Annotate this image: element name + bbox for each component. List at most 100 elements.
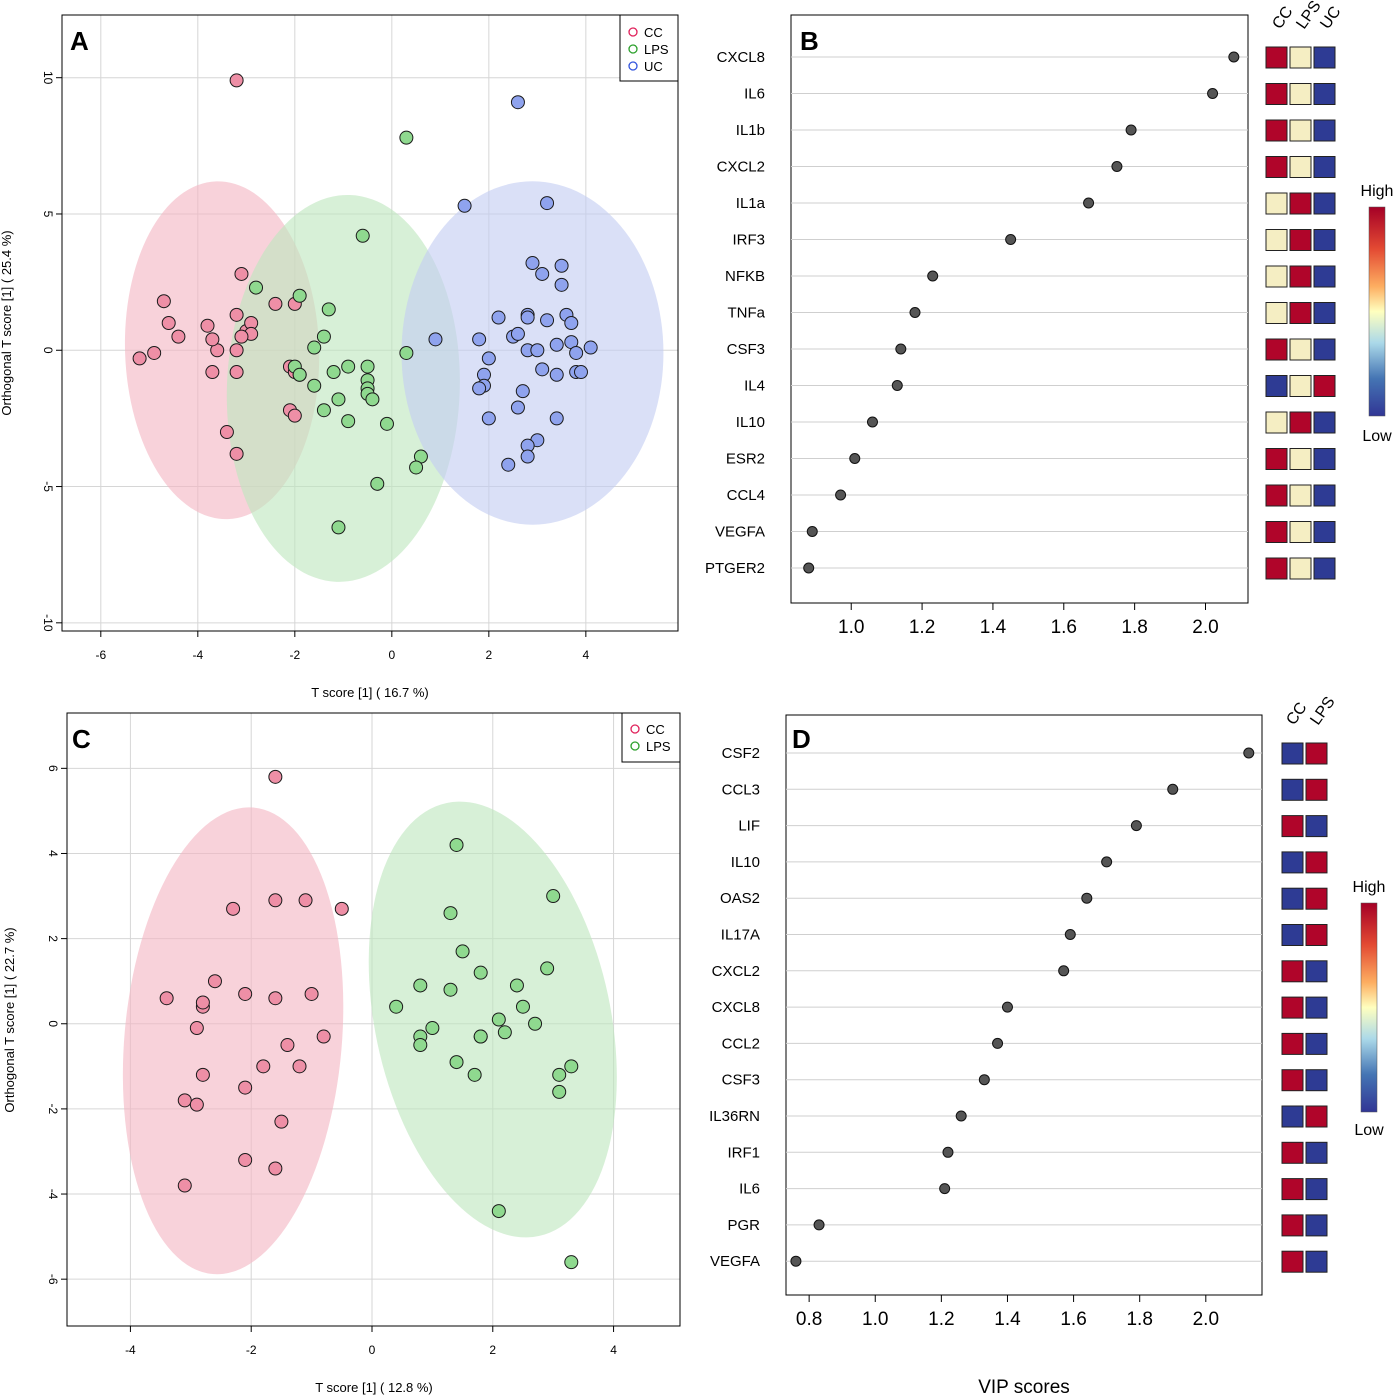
point-cc-1 [226,901,241,916]
vip-dot-5 [1064,929,1076,940]
x-tick-label-3: 1.4 [994,1309,1021,1330]
x-tick-label-2: 1.2 [928,1309,954,1330]
panel-b-colorbar-high: High [1361,183,1394,200]
heat-cell-5-0 [1265,229,1288,251]
point-lps-7 [413,978,428,993]
point-uc-12 [564,316,579,330]
point-cc-0 [229,73,244,88]
panel-d-frame [785,714,1263,1296]
x-tick-label-0: -4 [125,1343,136,1357]
heat-cell-9-1 [1305,1069,1328,1092]
vip-dot-0 [1243,747,1255,759]
point-uc-23 [481,351,496,366]
heat-cell-5-2 [1313,229,1336,251]
point-lps-10 [326,365,341,380]
panel-c-letter: C [72,724,91,754]
point-lps-24 [491,1204,506,1219]
gene-label-0: CXCL8 [717,49,765,66]
ellipse-cc [122,807,344,1275]
gene-label-3: IL10 [731,854,760,871]
point-uc-24 [535,362,550,377]
heat-cell-6-2 [1313,265,1336,288]
point-lps-15 [413,1038,428,1053]
vip-dot-14 [790,1255,802,1267]
point-uc-37 [520,449,535,464]
point-lps-21 [552,1067,567,1082]
x-tick-label-4: 4 [610,1343,617,1357]
point-lps-2 [249,280,264,295]
point-lps-9 [509,978,524,993]
point-uc-1 [457,198,472,213]
gene-label-9: IL4 [744,378,765,395]
heat-cell-14-1 [1305,1250,1328,1273]
point-uc-10 [540,313,555,328]
group-label-lps: LPS [1307,694,1338,729]
heat-cell-14-0 [1265,557,1288,580]
gene-label-1: IL6 [744,86,765,103]
vip-dot-11 [849,453,861,464]
point-cc-4 [132,351,147,366]
heat-cell-8-2 [1313,338,1336,361]
point-lps-4 [473,965,488,980]
panel-b-frame [790,14,1249,604]
heat-cell-4-0 [1281,887,1304,910]
vip-dot-12 [939,1183,951,1195]
legend-a-lps-marker [628,44,638,54]
legend-c-lps: LPS [646,739,671,754]
heat-cell-10-1 [1305,1105,1328,1128]
panel-d-colorbar-low: Low [1354,1122,1384,1139]
panel-b-heatmap [1265,46,1336,580]
legend-c-cc-marker [630,724,640,734]
heat-cell-8-1 [1289,338,1312,361]
panel-c-scores-plot: -4 -2 0 2 4 6 4 2 0 -2 -4 -6 T score [1] ( 12.8 %)… [2,712,681,1395]
x-tick-label-1: 1.2 [909,617,935,638]
point-lps-16 [365,392,380,407]
heat-cell-1-2 [1313,83,1336,105]
point-lps-5 [316,329,331,344]
panel-a-points [132,73,598,535]
panel-a-letter: A [70,26,89,56]
point-cc-5 [207,974,222,989]
point-cc-21 [274,1114,289,1129]
point-cc-24 [177,1178,192,1193]
heat-cell-7-1 [1289,302,1312,324]
point-lps-1 [546,889,561,904]
x-tick-label-3: 0 [388,648,395,662]
point-cc-3 [171,329,186,344]
gene-label-11: ESR2 [726,451,765,468]
vip-dot-5 [1005,234,1017,245]
point-uc-33 [481,411,496,426]
panel-c-points [159,769,579,1270]
point-cc-22 [238,1152,253,1167]
legend-a-cc-marker [628,27,638,37]
heat-cell-11-0 [1265,448,1288,470]
panel-b-letter: B [800,26,819,56]
point-uc-13 [428,332,443,347]
heat-cell-4-1 [1305,887,1328,910]
panel-a-frame [61,14,679,632]
point-cc-23 [268,1161,283,1176]
x-tick-label-4: 1.6 [1060,1309,1086,1330]
heat-cell-14-0 [1281,1250,1304,1273]
point-uc-14 [472,332,487,347]
gene-label-10: IL10 [736,414,765,431]
point-lps-19 [341,414,356,429]
point-lps-21 [399,345,414,360]
panel-c-frame [66,712,681,1327]
vip-dot-3 [1101,856,1113,868]
vip-dot-10 [866,416,878,428]
vip-dot-6 [1058,965,1070,977]
heat-cell-0-2 [1313,46,1336,69]
y-tick-label-4: -2 [46,1104,60,1115]
point-lps-25 [331,520,346,535]
panel-c-x-label: T score [1] ( 12.8 %) [315,1380,433,1395]
heat-cell-12-0 [1281,1178,1304,1201]
heat-cell-8-1 [1305,1032,1328,1055]
panel-d-heatmap [1281,742,1328,1273]
point-cc-9 [234,266,249,281]
heat-cell-1-0 [1265,83,1288,105]
heat-cell-2-0 [1265,119,1288,142]
heat-cell-0-0 [1281,742,1304,765]
